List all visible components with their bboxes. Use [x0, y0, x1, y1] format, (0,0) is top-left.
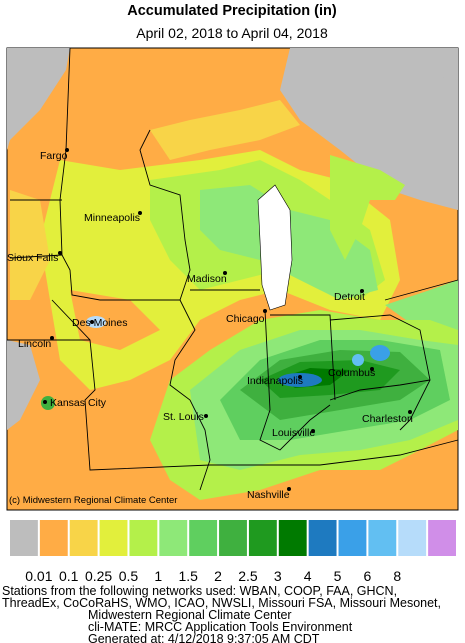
city-dot: [90, 320, 94, 324]
legend-label: 1: [154, 568, 162, 584]
legend-label: 0.5: [119, 568, 139, 584]
legend: 0.01 0.1 0.25 0.5 1 1.5 2 2.5 3 4 5 6 8: [10, 520, 456, 584]
city-dot: [50, 336, 54, 340]
legend-label: 4: [304, 568, 312, 584]
legend-swatch: [69, 520, 98, 556]
city-labels: Fargo Minneapolis Sioux Falls Madison Detroi…: [7, 148, 413, 501]
legend-label: 6: [364, 568, 372, 584]
city-dot: [370, 367, 374, 371]
city-dot: [287, 487, 291, 491]
legend-swatch: [368, 520, 397, 556]
footer-line: Stations from the following networks use…: [2, 584, 397, 598]
legend-swatch: [159, 520, 188, 556]
legend-swatch: [129, 520, 158, 556]
subtitle: April 02, 2018 to April 04, 2018: [136, 25, 328, 41]
legend-label: 2.5: [238, 568, 258, 584]
city-label: Chicago: [226, 313, 265, 325]
legend-label: 1.5: [178, 568, 198, 584]
city-dot: [263, 309, 267, 313]
city-dot: [408, 410, 412, 414]
city-label: Indianapolis: [247, 375, 303, 387]
city-label: Nashville: [247, 489, 290, 501]
city-label: Detroit: [334, 291, 365, 303]
legend-label: 5: [334, 568, 342, 584]
footer-line: Midwestern Regional Climate Center: [88, 608, 292, 622]
city-label: St. Louis: [163, 411, 204, 423]
city-label: Des Moines: [72, 317, 127, 329]
legend-label: 8: [393, 568, 401, 584]
footer-line: Generated at: 4/12/2018 9:37:05 AM CDT: [88, 632, 320, 643]
legend-label: 2: [214, 568, 222, 584]
legend-swatch: [99, 520, 128, 556]
city-dot: [223, 271, 227, 275]
legend-label: 0.1: [59, 568, 79, 584]
city-dot: [311, 429, 315, 433]
legend-swatch: [10, 520, 38, 556]
city-dot: [58, 251, 62, 255]
legend-swatch: [248, 520, 277, 556]
city-label: Louisville: [272, 427, 315, 439]
legend-swatch: [428, 520, 456, 556]
city-dot: [204, 414, 208, 418]
title: Accumulated Precipitation (in): [127, 3, 337, 19]
footer-line: ThreadEx, CoCoRaHS, WMO, ICAO, NWSLI, Mi…: [2, 596, 441, 610]
city-label: Fargo: [40, 150, 68, 162]
city-label: Columbus: [328, 367, 375, 379]
city-dot: [298, 375, 302, 379]
city-label: Minneapolis: [84, 212, 140, 224]
legend-swatch: [189, 520, 218, 556]
legend-label: 3: [274, 568, 282, 584]
map-area: [6, 47, 459, 511]
footer-line: cli-MATE: MRCC Application Tools Environ…: [88, 620, 353, 634]
city-dot: [360, 289, 364, 293]
legend-swatch: [278, 520, 307, 556]
legend-swatch: [39, 520, 68, 556]
city-label: Lincoln: [18, 338, 51, 350]
city-label: Sioux Falls: [7, 252, 58, 264]
city-label: Charleston: [362, 413, 413, 425]
city-dot: [65, 148, 69, 152]
map-credit: (c) Midwestern Regional Climate Center: [9, 495, 177, 506]
legend-label: 0.01: [25, 568, 52, 584]
footer: Stations from the following networks use…: [2, 584, 441, 643]
legend-label: 0.25: [85, 568, 112, 584]
legend-swatch: [338, 520, 367, 556]
city-label: Kansas City: [50, 397, 107, 409]
city-dot: [138, 211, 142, 215]
legend-swatch: [308, 520, 337, 556]
legend-swatch: [398, 520, 427, 556]
city-dot: [43, 400, 47, 404]
legend-swatch: [219, 520, 247, 556]
city-label: Madison: [187, 273, 227, 285]
